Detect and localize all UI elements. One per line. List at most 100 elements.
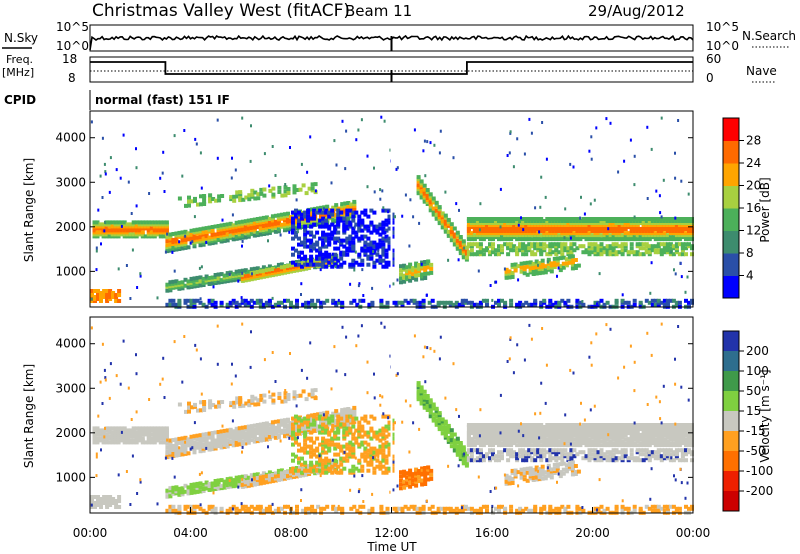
range-cell xyxy=(478,252,483,257)
range-cell xyxy=(303,232,308,237)
range-cell xyxy=(418,221,421,225)
range-cell xyxy=(252,480,257,485)
range-cell xyxy=(309,444,314,449)
range-cell xyxy=(195,298,200,303)
range-cell xyxy=(270,473,275,477)
range-cell xyxy=(599,221,604,225)
range-cell xyxy=(351,262,356,267)
range-cell xyxy=(90,297,93,301)
range-cell xyxy=(117,267,120,271)
range-cell xyxy=(192,488,197,493)
range-cell xyxy=(369,446,374,451)
range-cell xyxy=(674,176,677,180)
range-cell xyxy=(101,196,104,199)
range-cell xyxy=(339,252,344,257)
range-cell xyxy=(345,442,350,447)
range-cell xyxy=(451,302,456,307)
range-cell xyxy=(366,460,371,465)
range-cell xyxy=(363,248,368,253)
range-cell xyxy=(210,275,215,280)
nsearch-tick-bottom: 10^0 xyxy=(706,39,739,53)
range-cell xyxy=(588,149,591,153)
range-cell xyxy=(219,272,224,277)
range-cell xyxy=(369,220,374,225)
range-cell xyxy=(286,187,291,191)
range-cell xyxy=(335,163,338,167)
range-cell xyxy=(310,182,315,187)
freq-panel: Freq. [MHz] 18 8 60 0 Nave xyxy=(2,52,777,85)
range-cell xyxy=(551,302,556,307)
range-cell xyxy=(446,435,451,440)
range-cell xyxy=(315,416,320,421)
range-cell xyxy=(497,244,501,249)
range-cell xyxy=(469,252,474,257)
range-cell xyxy=(659,227,664,231)
range-cell xyxy=(189,232,194,237)
range-cell xyxy=(690,217,694,221)
range-cell xyxy=(372,250,375,254)
range-cell xyxy=(466,252,471,257)
range-cell xyxy=(671,252,676,257)
range-cell xyxy=(237,232,242,237)
range-cell xyxy=(411,472,416,477)
range-cell xyxy=(312,414,317,419)
range-cell xyxy=(563,242,568,247)
range-cell xyxy=(168,242,173,247)
range-cell xyxy=(312,262,317,267)
range-cell xyxy=(369,436,374,441)
range-cell xyxy=(306,450,311,455)
range-cell xyxy=(423,272,428,276)
range-cell xyxy=(485,217,489,221)
range-cell xyxy=(399,478,403,483)
range-cell xyxy=(336,208,341,213)
range-cell xyxy=(300,293,302,296)
range-cell xyxy=(327,252,332,257)
range-cell xyxy=(352,405,357,410)
range-cell xyxy=(387,466,392,471)
range-cell xyxy=(533,242,538,247)
range-cell xyxy=(540,175,543,179)
range-cell xyxy=(650,244,655,249)
range-cell xyxy=(375,258,380,263)
range-cell xyxy=(291,224,295,229)
range-cell xyxy=(300,446,304,451)
range-cell xyxy=(650,298,655,303)
range-cell xyxy=(110,224,115,229)
range-cell xyxy=(557,300,562,305)
range-cell xyxy=(93,501,97,505)
range-cell xyxy=(237,302,242,307)
range-cell xyxy=(324,470,329,475)
range-cell xyxy=(554,229,559,233)
range-cell xyxy=(264,300,269,305)
range-cell xyxy=(321,264,326,269)
range-cell xyxy=(633,215,636,219)
range-cell xyxy=(232,198,237,203)
range-cell xyxy=(429,266,434,271)
range-cell xyxy=(551,231,556,236)
range-cell xyxy=(214,404,219,409)
range-cell xyxy=(497,248,501,253)
range-cell xyxy=(262,193,267,198)
range-cell xyxy=(187,195,191,200)
range-cell xyxy=(204,274,209,279)
range-cell xyxy=(452,242,457,247)
range-cell xyxy=(342,260,347,265)
range-cell xyxy=(333,224,338,229)
range-cell xyxy=(638,242,643,247)
range-cell xyxy=(531,270,536,274)
range-cell xyxy=(469,300,474,305)
range-cell xyxy=(572,217,577,221)
range-cell xyxy=(370,300,375,305)
range-cell xyxy=(295,260,299,264)
range-cell xyxy=(222,222,227,227)
range-cell xyxy=(512,217,517,221)
range-cell xyxy=(509,130,512,134)
range-cell xyxy=(345,240,350,245)
range-cell xyxy=(95,220,100,225)
range-cell xyxy=(434,200,439,205)
range-cell xyxy=(572,242,577,247)
range-cell xyxy=(545,244,550,249)
range-cell xyxy=(131,248,134,252)
range-cell xyxy=(563,217,568,221)
range-cell xyxy=(428,192,433,197)
